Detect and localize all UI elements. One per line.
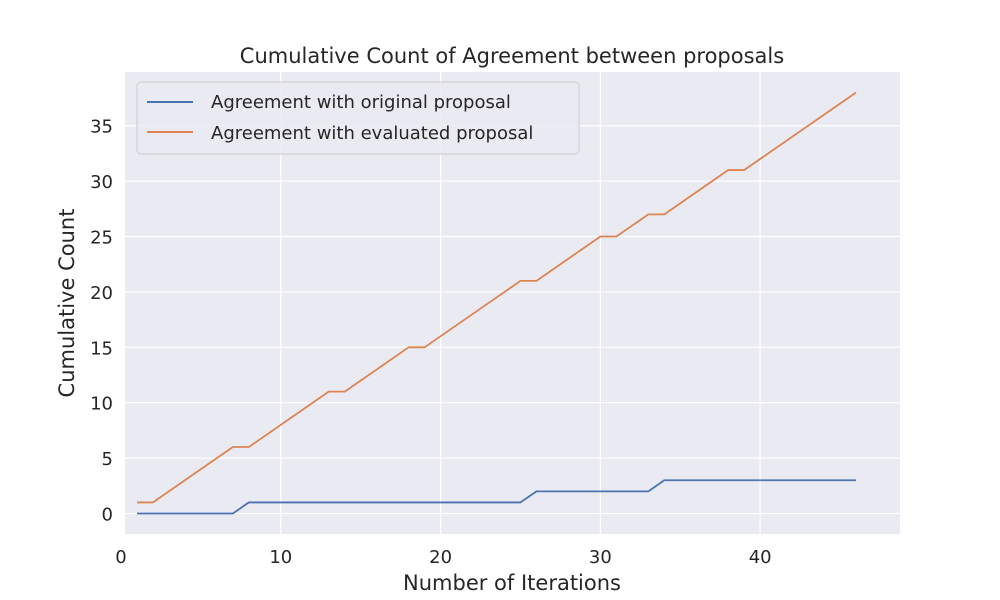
legend-label-original: Agreement with original proposal — [211, 92, 511, 113]
y-axis-label: Cumulative Count — [55, 209, 79, 398]
series-line-evaluated — [136, 91, 857, 504]
y-tick-label: 35 — [90, 117, 113, 138]
legend-box — [136, 81, 580, 155]
y-tick-label: 30 — [90, 172, 113, 193]
tick-labels: 0 10 20 30 40 0 5 10 15 20 25 30 35 — [90, 117, 772, 568]
y-tick-label: 15 — [90, 338, 113, 359]
x-tick-label: 20 — [429, 547, 452, 568]
y-tick-label: 20 — [90, 283, 113, 304]
series-line-original — [136, 479, 857, 515]
y-tick-label: 10 — [90, 394, 113, 415]
y-tick-label: 0 — [102, 505, 113, 526]
x-tick-label: 10 — [269, 547, 292, 568]
x-tick-label: 40 — [749, 547, 772, 568]
legend: Agreement with original proposal Agreeme… — [136, 81, 580, 155]
chart-title: Cumulative Count of Agreement between pr… — [240, 44, 784, 68]
x-tick-label: 0 — [115, 547, 126, 568]
legend-label-evaluated: Agreement with evaluated proposal — [211, 123, 533, 144]
x-axis-label: Number of Iterations — [403, 571, 621, 595]
y-tick-label: 5 — [102, 449, 113, 470]
y-tick-label: 25 — [90, 228, 113, 249]
series-lines — [136, 91, 857, 515]
x-tick-label: 30 — [589, 547, 612, 568]
